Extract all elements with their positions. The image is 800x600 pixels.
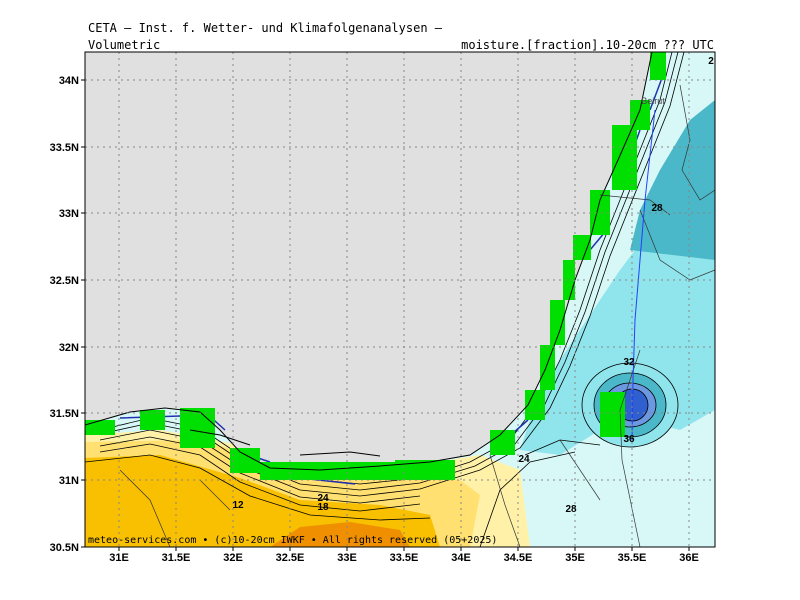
lat-label: 33N	[59, 208, 79, 220]
axis-ticks	[81, 79, 690, 551]
lon-label: 35.5E	[618, 552, 647, 564]
lon-label: 33E	[337, 552, 357, 564]
longitude-labels: 31E 31.5E 32E 32.5E 33E 33.5E 34E 34.5E …	[109, 552, 699, 564]
lon-label: 32.5E	[276, 552, 305, 564]
lon-label: 33.5E	[390, 552, 419, 564]
coastal-cells	[85, 52, 666, 480]
latitude-labels: 34N 33.5N 33N 32.5N 32N 31.5N 31N 30.5N	[50, 75, 79, 554]
lat-label: 34N	[59, 75, 79, 87]
contour-label: 24	[317, 493, 329, 504]
contour-label: 12	[232, 500, 244, 511]
lon-label: 34.5E	[504, 552, 533, 564]
contour-label: 32	[623, 357, 635, 368]
jordan-river	[631, 109, 656, 441]
map-title: CETA — Inst. f. Wetter- und Klimafolgena…	[88, 21, 443, 35]
copyright-footer: meteo-services.com • (c)10-20cm IWKF • A…	[88, 535, 497, 546]
lat-label: 30.5N	[50, 542, 79, 554]
lon-label: 36E	[679, 552, 699, 564]
lon-label: 35E	[565, 552, 585, 564]
sea	[85, 52, 652, 470]
lat-label: 32N	[59, 342, 79, 354]
contour-label: 24	[518, 454, 530, 465]
contour-label: 28	[651, 203, 663, 214]
map-plot-area	[85, 52, 715, 547]
lat-label: 32.5N	[50, 275, 79, 287]
wet-region-deep	[630, 100, 715, 260]
contour-labels: 12 18 24 24 28 28 32 36 2	[232, 56, 714, 515]
lon-label: 34E	[451, 552, 471, 564]
lon-label: 32E	[223, 552, 243, 564]
contour-label: 18	[317, 502, 329, 513]
variable-name: Volumetric	[88, 38, 161, 52]
lat-label: 31.5N	[50, 408, 79, 420]
lon-label: 31E	[109, 552, 129, 564]
lon-label: 31.5E	[162, 552, 191, 564]
graticule	[85, 52, 715, 547]
lat-label: 33.5N	[50, 142, 79, 154]
variable-description: moisture.[fraction].10-20cm ??? UTC	[461, 38, 714, 52]
contour-label: 28	[565, 504, 577, 515]
dry-region-core	[270, 522, 410, 547]
city-label-beirut: Beirut	[641, 96, 665, 106]
country-borders	[119, 84, 715, 547]
contour-label: 36	[623, 434, 635, 445]
lat-label: 31N	[59, 475, 79, 487]
map-frame	[84, 51, 716, 548]
contour-label: 2	[708, 56, 714, 67]
